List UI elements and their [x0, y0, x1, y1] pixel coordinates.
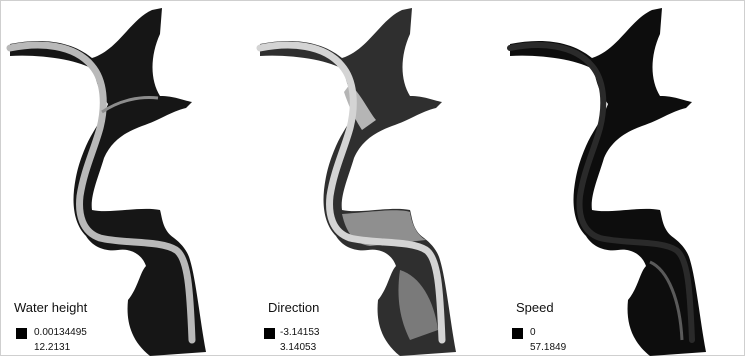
water-height-map — [6, 8, 206, 356]
speed-panel: Speed 0 57.1849 — [500, 0, 745, 356]
legend-min-value: 0.00134495 — [34, 327, 87, 338]
speed-map — [507, 8, 706, 356]
legend-max-value: 57.1849 — [530, 342, 567, 353]
water-height-panel: Water height 0.00134495 12.2131 — [0, 0, 250, 356]
legend-title: Speed — [516, 300, 554, 315]
direction-panel: Direction -3.14153 3.14053 — [250, 0, 500, 356]
legend-swatch — [264, 328, 275, 339]
legend-max-value: 12.2131 — [34, 342, 71, 353]
direction-map — [256, 8, 456, 356]
legend-max-value: 3.14053 — [280, 342, 317, 353]
legend-title: Direction — [268, 300, 320, 315]
legend-title: Water height — [14, 300, 88, 315]
legend-swatch — [512, 328, 523, 339]
legend-swatch — [16, 328, 27, 339]
legend-min-value: 0 — [530, 327, 536, 338]
legend-min-value: -3.14153 — [280, 327, 320, 338]
